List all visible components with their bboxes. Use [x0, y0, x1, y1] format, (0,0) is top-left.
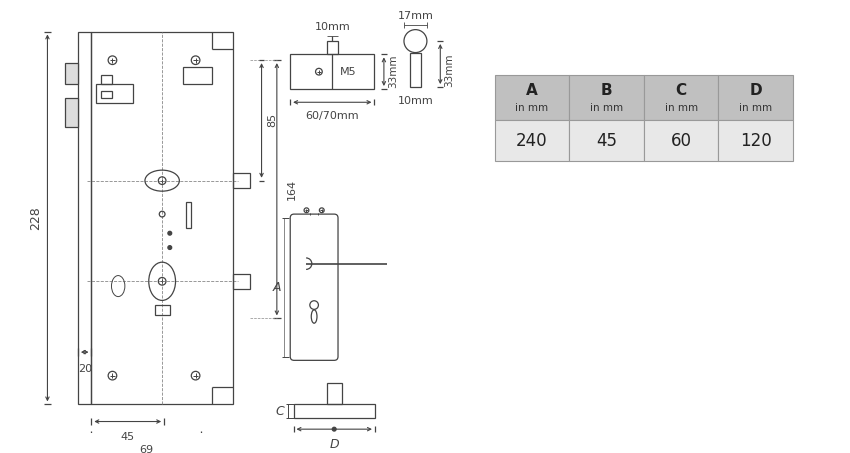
Bar [718, 120, 793, 160]
Bar [718, 75, 793, 120]
Bar [326, 383, 342, 405]
Text: C: C [275, 405, 285, 418]
Bar [78, 32, 92, 405]
Circle shape [332, 427, 336, 431]
Text: in mm: in mm [590, 102, 623, 113]
Text: C: C [676, 83, 687, 98]
Bar [186, 202, 190, 228]
Bar [233, 274, 250, 289]
Bar [65, 98, 78, 127]
Bar [65, 63, 78, 84]
Bar [101, 75, 112, 84]
Text: B: B [601, 83, 612, 98]
Text: D: D [750, 83, 762, 98]
Text: 17mm: 17mm [398, 11, 434, 21]
Text: M5: M5 [340, 67, 356, 77]
Text: 45: 45 [596, 131, 617, 149]
Bar [495, 75, 570, 120]
Bar [293, 405, 375, 418]
Bar [495, 120, 570, 160]
Text: 10mm: 10mm [398, 96, 434, 106]
Text: A: A [273, 281, 281, 294]
Bar [570, 120, 644, 160]
Bar [410, 53, 422, 87]
Text: D: D [330, 438, 339, 451]
Bar [644, 120, 718, 160]
Text: 120: 120 [740, 131, 772, 149]
Text: 33mm: 33mm [388, 55, 398, 88]
Circle shape [168, 246, 172, 250]
Text: in mm: in mm [515, 102, 548, 113]
Text: 69: 69 [139, 445, 153, 453]
Bar [327, 41, 337, 54]
Text: 45: 45 [121, 432, 135, 442]
Text: 85: 85 [267, 113, 277, 127]
Text: 228: 228 [30, 206, 42, 230]
Bar [570, 75, 644, 120]
Circle shape [168, 231, 172, 235]
Text: 10mm: 10mm [314, 23, 350, 33]
Bar [155, 305, 170, 315]
Bar [101, 91, 112, 98]
Text: 240: 240 [516, 131, 548, 149]
Text: in mm: in mm [665, 102, 698, 113]
Bar [290, 54, 374, 89]
Text: A: A [526, 83, 538, 98]
Bar [184, 67, 212, 84]
Text: 33mm: 33mm [444, 53, 454, 87]
Text: 20: 20 [77, 364, 92, 374]
Text: 164: 164 [286, 178, 297, 200]
Text: 60: 60 [671, 131, 692, 149]
Bar [96, 84, 133, 103]
Bar [644, 75, 718, 120]
Bar [92, 32, 233, 405]
Bar [233, 173, 250, 188]
Text: 60/70mm: 60/70mm [305, 111, 359, 121]
Text: in mm: in mm [740, 102, 773, 113]
